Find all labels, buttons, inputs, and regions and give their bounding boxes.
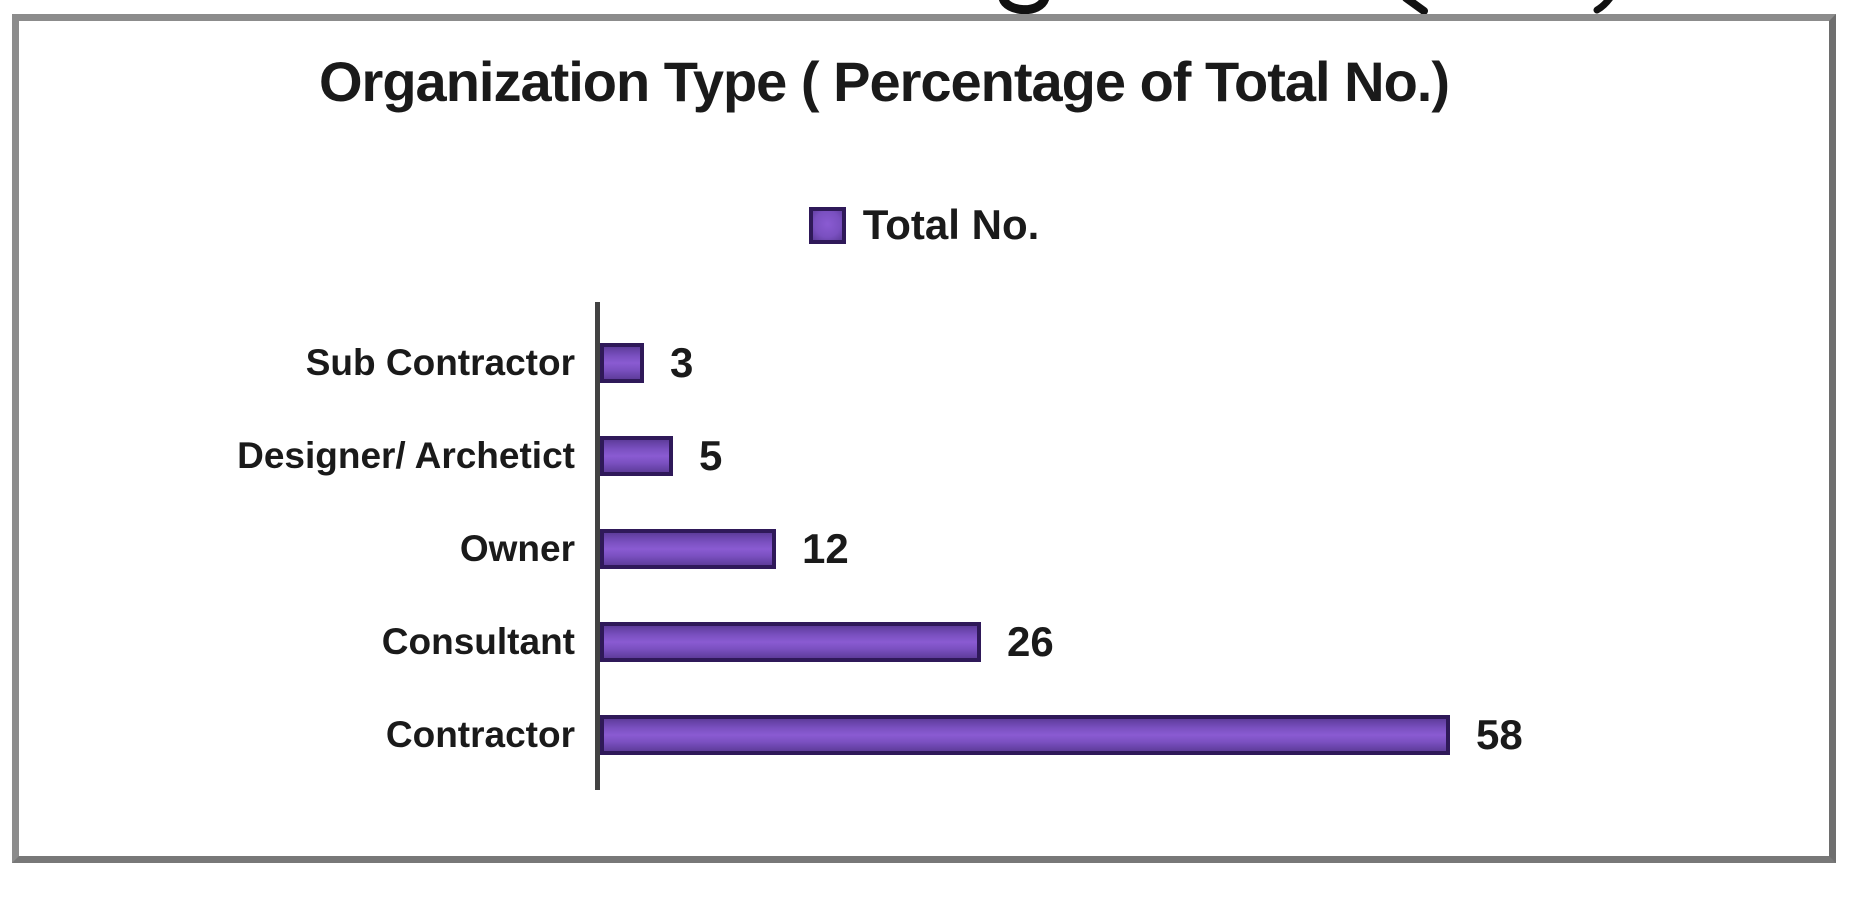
bar-row: Contractor 58 <box>19 688 1819 781</box>
bar-row: Designer/ Archetict 5 <box>19 409 1819 502</box>
legend-swatch-icon <box>808 206 846 244</box>
legend-label: Total No. <box>862 201 1040 248</box>
value-label: 58 <box>1476 710 1523 758</box>
category-label: Sub Contractor <box>305 341 575 383</box>
bar-row: Sub Contractor 3 <box>19 316 1819 409</box>
category-label: Consultant <box>381 620 575 662</box>
bar-designer-archetict <box>600 435 673 476</box>
value-label: 26 <box>1007 617 1054 665</box>
category-axis-line <box>595 302 600 790</box>
chart-frame: Organization Type ( Percentage of Total … <box>12 14 1836 863</box>
bar-consultant <box>600 621 981 662</box>
bar-row: Owner 12 <box>19 502 1819 595</box>
cropped-text-fragments <box>998 0 1613 15</box>
category-label: Contractor <box>385 713 575 755</box>
value-label: 3 <box>670 338 694 386</box>
cropped-glyph-bowl <box>998 0 1050 15</box>
value-label: 12 <box>802 524 849 572</box>
bar-rows: Sub Contractor 3 Designer/ Archetict 5 O… <box>19 316 1819 781</box>
bar-sub-contractor <box>600 342 644 383</box>
bar-row: Consultant 26 <box>19 595 1819 688</box>
cropped-glyph-stroke-right-paren <box>1593 0 1613 14</box>
value-label: 5 <box>699 431 723 479</box>
category-label: Owner <box>459 527 575 569</box>
cropped-glyph-stroke-left-paren <box>1402 0 1428 15</box>
plot-area: Sub Contractor 3 Designer/ Archetict 5 O… <box>19 21 1829 856</box>
category-label: Designer/ Archetict <box>237 434 575 476</box>
chart-title: Organization Type ( Percentage of Total … <box>318 50 1450 113</box>
bar-owner <box>600 528 776 569</box>
chart-plot-region: Organization Type ( Percentage of Total … <box>19 21 1829 856</box>
legend: Total No. <box>19 201 1829 249</box>
bar-contractor <box>600 714 1450 755</box>
